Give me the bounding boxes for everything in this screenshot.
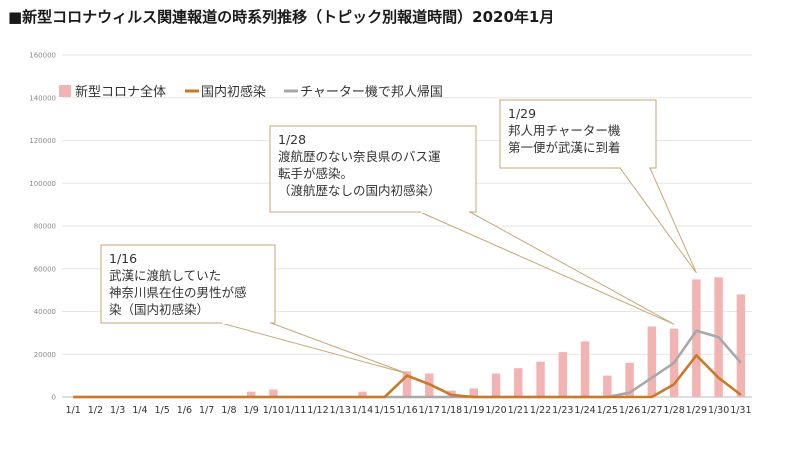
bar-1/14	[358, 391, 367, 397]
bar-1/24	[580, 341, 590, 397]
x-tick-label: 1/25	[597, 405, 618, 416]
x-tick-label: 1/17	[419, 405, 440, 416]
x-tick-label: 1/14	[352, 405, 373, 416]
x-tick-label: 1/27	[641, 405, 662, 416]
x-tick-label: 1/19	[463, 405, 484, 416]
callout-text: （渡航歴なしの国内初感染）	[278, 183, 441, 198]
x-tick-label: 1/9	[244, 405, 259, 416]
callout-box	[499, 99, 657, 169]
legend-label: 国内初感染	[201, 84, 266, 100]
callout-pointer	[220, 322, 408, 374]
callout-box	[269, 125, 477, 213]
x-tick-label: 1/12	[307, 405, 328, 416]
x-tick-label: 1/8	[221, 405, 236, 416]
y-tick-label: 160000	[29, 52, 56, 60]
legend-swatch	[59, 85, 71, 97]
y-axis-ticks: 0 20000 40000 60000 80000 100000 120000 140000 1…	[29, 52, 56, 402]
x-tick-label: 1/11	[285, 405, 306, 416]
y-tick-label: 140000	[29, 94, 56, 102]
bar-1/22	[536, 361, 545, 397]
callout-pointer	[419, 211, 675, 325]
callout-text: 武漢に渡航していた	[109, 268, 221, 283]
y-tick-label: 0	[52, 394, 56, 402]
callout-text: 染（国内初感染）	[109, 302, 209, 317]
x-tick-label: 1/23	[552, 405, 573, 416]
bar-1/25	[603, 375, 612, 397]
x-tick-label: 1/3	[110, 405, 125, 416]
bar-1/31	[736, 294, 746, 397]
x-tick-label: 1/16	[396, 405, 417, 416]
bar-1/26	[625, 362, 634, 397]
y-tick-label: 100000	[29, 180, 56, 188]
x-tick-label: 1/4	[132, 405, 147, 416]
y-tick-label: 40000	[34, 308, 56, 316]
x-tick-label: 1/5	[155, 405, 170, 416]
x-tick-label: 1/20	[485, 405, 506, 416]
x-tick-label: 1/26	[619, 405, 640, 416]
callout-text: 邦人用チャーター機	[508, 123, 621, 138]
bar-1/16	[402, 371, 412, 397]
callout-text: 第一便が武漢に到着	[508, 140, 621, 155]
x-tick-label: 1/24	[574, 405, 595, 416]
legend: 新型コロナ全体 国内初感染 チャーター機で邦人帰国	[59, 84, 443, 100]
legend-label: 新型コロナ全体	[75, 84, 166, 100]
bar-1/9	[246, 391, 256, 397]
y-tick-label: 120000	[29, 137, 56, 145]
bar-1/20	[491, 373, 501, 397]
x-tick-label: 1/15	[374, 405, 395, 416]
legend-label: チャーター機で邦人帰国	[300, 84, 443, 100]
bar-1/19	[469, 388, 479, 397]
x-tick-label: 1/30	[708, 405, 729, 416]
x-tick-label: 1/29	[686, 405, 707, 416]
bar-1/10	[269, 389, 278, 397]
x-tick-label: 1/1	[65, 405, 80, 416]
line-国内初感染	[73, 353, 742, 399]
callout-text: 1/28	[278, 132, 306, 147]
line-series	[73, 329, 742, 399]
x-tick-label: 1/21	[508, 405, 529, 416]
y-tick-label: 60000	[34, 265, 56, 273]
x-tick-label: 1/2	[88, 405, 103, 416]
bar-1/23	[558, 352, 568, 397]
x-tick-label: 1/13	[330, 405, 351, 416]
callout-text: 1/16	[109, 251, 137, 266]
bar-1/27	[647, 326, 657, 397]
y-tick-label: 80000	[34, 223, 56, 231]
x-tick-label: 1/22	[530, 405, 551, 416]
callout-text: 渡航歴のない奈良県のバス運	[278, 149, 441, 164]
chart-title: ■新型コロナウィルス関連報道の時系列推移（トピック別報道時間）2020年1月	[8, 8, 555, 26]
callout-text: 転手が感染。	[278, 166, 353, 181]
x-tick-label: 1/7	[199, 405, 214, 416]
x-tick-label: 1/10	[263, 405, 284, 416]
x-axis-ticks: 1/1 1/2 1/3 1/4 1/5 1/6 1/7 1/8 1/9 1/10 1/11 1/12 1…	[65, 405, 751, 416]
x-tick-label: 1/18	[441, 405, 462, 416]
x-tick-label: 1/28	[663, 405, 684, 416]
bar-1/29	[692, 279, 701, 397]
callout-text: 1/29	[508, 106, 536, 121]
callout-box	[100, 244, 276, 324]
y-tick-label: 20000	[34, 351, 56, 359]
x-tick-label: 1/31	[730, 405, 751, 416]
x-tick-label: 1/6	[177, 405, 192, 416]
bar-1/21	[514, 368, 523, 397]
callout-text: 神奈川県在住の男性が感	[109, 285, 247, 300]
